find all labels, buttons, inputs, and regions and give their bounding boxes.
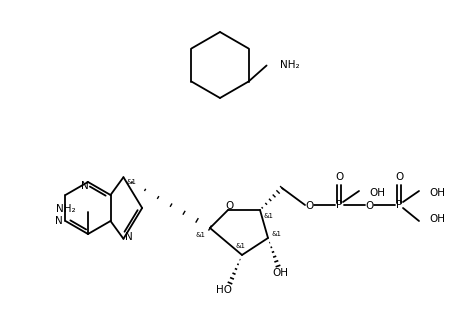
Text: OH: OH (429, 214, 445, 224)
Text: &1: &1 (263, 213, 273, 219)
Text: &1: &1 (272, 231, 282, 237)
Text: P: P (396, 200, 402, 210)
Text: N: N (81, 181, 89, 191)
Text: O: O (225, 201, 233, 211)
Text: O: O (305, 201, 313, 211)
Text: &1: &1 (195, 232, 205, 238)
Text: NH₂: NH₂ (279, 59, 299, 69)
Text: O: O (395, 172, 403, 182)
Text: O: O (335, 172, 343, 182)
Text: P: P (336, 200, 342, 210)
Text: OH: OH (369, 188, 385, 198)
Text: &1: &1 (235, 243, 245, 249)
Text: OH: OH (429, 188, 445, 198)
Text: HO: HO (216, 285, 232, 295)
Text: &1: &1 (126, 179, 136, 185)
Text: N: N (125, 232, 132, 242)
Text: NH₂: NH₂ (56, 204, 76, 214)
Text: N: N (55, 216, 62, 226)
Text: OH: OH (272, 268, 288, 278)
Text: O: O (365, 201, 373, 211)
